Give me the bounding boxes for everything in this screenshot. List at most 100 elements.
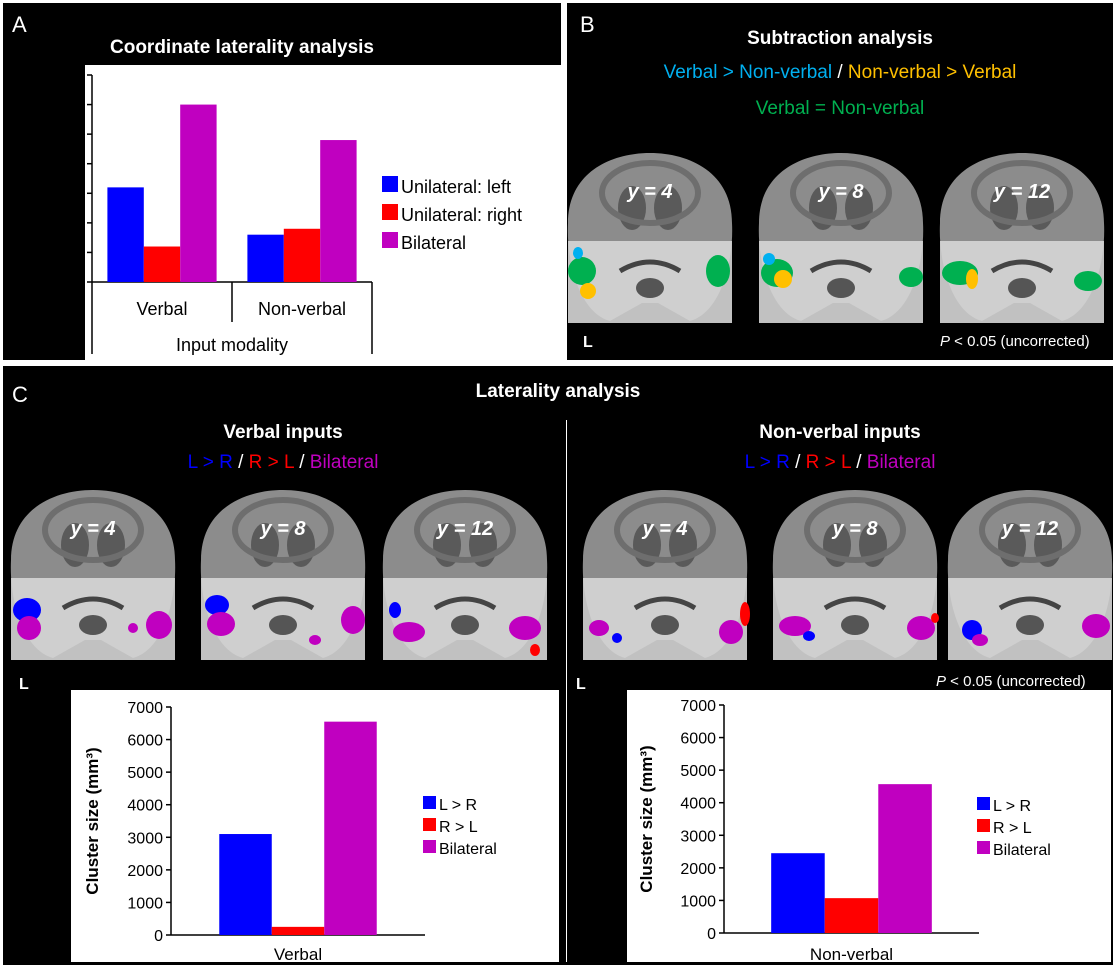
brain-slice: y = 4 [582, 490, 750, 660]
x-category-label: Non-verbal [258, 299, 346, 319]
white-matter-shape [790, 160, 892, 226]
brainstem-shape [633, 596, 697, 611]
activation-cluster [128, 623, 138, 633]
y-tick-label: 5000 [127, 765, 163, 782]
bar-3-2 [320, 140, 357, 282]
legend-label: R > L [993, 820, 1032, 837]
brain-slice: y = 8 [200, 490, 366, 660]
bar-2-1 [824, 898, 879, 933]
activation-cluster [779, 616, 811, 636]
y-tick-label: 20 [64, 154, 84, 174]
white-matter-shape [599, 160, 701, 226]
legend-label: Bilateral [993, 842, 1051, 859]
activation-cluster [17, 616, 41, 640]
chart-a-title: Coordinate laterality analysis [110, 37, 374, 58]
brainstem-shape [1016, 615, 1044, 635]
chart-a: 0 5 10 15 20 25 30 35 Verbal Non-verbal Number of … [23, 65, 561, 360]
y-axis-label: Cluster size (mm³) [637, 745, 656, 892]
brainstem-shape [990, 259, 1054, 274]
nonverbal-inputs-title: Non-verbal inputs [759, 422, 921, 443]
panel-a-letter: A [12, 12, 27, 37]
activation-cluster [1074, 271, 1102, 291]
panel-b-brain-slices: y = 4 y = 8 y = 12 [567, 153, 1105, 323]
x-axis-label: Input modality [176, 335, 288, 355]
activation-cluster [568, 257, 596, 285]
legend-verbal-eq-nonverbal: Verbal = Non-verbal [755, 98, 925, 119]
brainstem-shape [841, 615, 869, 635]
brainstem-shape [651, 615, 679, 635]
brainstem-shape [618, 259, 682, 274]
activation-cluster [899, 267, 923, 287]
legend-swatch [423, 796, 436, 809]
legend-swatch [977, 841, 990, 854]
activation-cluster [763, 253, 775, 265]
activation-cluster [966, 269, 978, 289]
legend-nonverbal-gt-verbal: Non-verbal > Verbal [847, 62, 1017, 83]
bar-3-1 [878, 784, 932, 933]
legend-r-gt-l: R > L [248, 452, 294, 473]
activation-cluster [13, 598, 41, 622]
white-matter-shape [971, 160, 1073, 226]
y-tick-label: 7000 [680, 698, 716, 715]
activation-cluster [931, 613, 939, 623]
activation-cluster [509, 616, 541, 640]
brain-slice: y = 4 [10, 490, 176, 660]
activation-cluster [205, 595, 229, 615]
bar-1-1 [107, 187, 144, 282]
panel-c-letter: C [12, 382, 28, 407]
y-tick-label: 25 [64, 124, 84, 144]
panel-b-threshold-text: < 0.05 (uncorrected) [950, 333, 1090, 350]
activation-cluster [207, 612, 235, 636]
y-tick-label: 2000 [127, 863, 163, 880]
panel-c-side-label-left: L [19, 676, 29, 693]
x-category-label: Verbal [274, 945, 322, 964]
brainstem-shape [636, 278, 664, 298]
y-tick-label: 2000 [680, 861, 716, 878]
y-axis-label: Number of studies [23, 95, 44, 262]
bar-1-2 [247, 234, 284, 282]
panel-b-threshold: P < 0.05 (uncorrected) [940, 333, 1090, 350]
white-matter-shape [979, 497, 1081, 563]
panel-c-divider [566, 420, 567, 962]
y-tick-label: 5000 [680, 763, 716, 780]
legend-bilateral: Bilateral [309, 452, 379, 473]
y-tick-label: 4000 [680, 796, 716, 813]
legend-swatch [423, 840, 436, 853]
verbal-inputs-legend: L > R / R > L / Bilateral [3, 452, 563, 474]
bar-2-2 [283, 228, 321, 282]
panel-c-threshold: P < 0.05 (uncorrected) [936, 673, 1086, 690]
brainstem-shape [451, 615, 479, 635]
legend-l-gt-r: L > R [187, 452, 233, 473]
brain-slice: y = 12 [382, 490, 548, 660]
panel-b-title: Subtraction analysis [747, 28, 933, 49]
panel-c-threshold-text: < 0.05 (uncorrected) [946, 673, 1086, 690]
brainstem-shape [251, 596, 315, 611]
y-tick-label: 30 [64, 95, 84, 115]
activation-cluster [774, 270, 792, 288]
brain-slice: y = 12 [947, 490, 1113, 660]
y-tick-label: 1000 [127, 895, 163, 912]
activation-cluster [530, 644, 540, 656]
brainstem-shape [823, 596, 887, 611]
activation-cluster [719, 620, 743, 644]
y-tick-label: 3000 [127, 830, 163, 847]
slice-label: y = 4 [641, 518, 687, 540]
y-tick-label: 1000 [680, 893, 716, 910]
slice-label: y = 4 [626, 181, 672, 203]
brain-slice: y = 8 [758, 153, 924, 323]
activation-cluster [803, 631, 815, 641]
y-tick-label: 0 [707, 926, 716, 943]
legend-label: L > R [993, 798, 1031, 815]
activation-cluster [706, 255, 730, 287]
activation-cluster [146, 611, 172, 639]
legend-label: Bilateral [401, 233, 466, 253]
brainstem-shape [1008, 278, 1036, 298]
activation-cluster [393, 622, 425, 642]
y-tick-label: 6000 [127, 733, 163, 750]
verbal-inputs-title: Verbal inputs [223, 422, 343, 443]
brainstem-shape [79, 615, 107, 635]
slice-label: y = 12 [993, 181, 1050, 203]
legend-l-gt-r: L > R [744, 452, 790, 473]
bar-3-1 [324, 721, 377, 935]
y-tick-label: 4000 [127, 798, 163, 815]
